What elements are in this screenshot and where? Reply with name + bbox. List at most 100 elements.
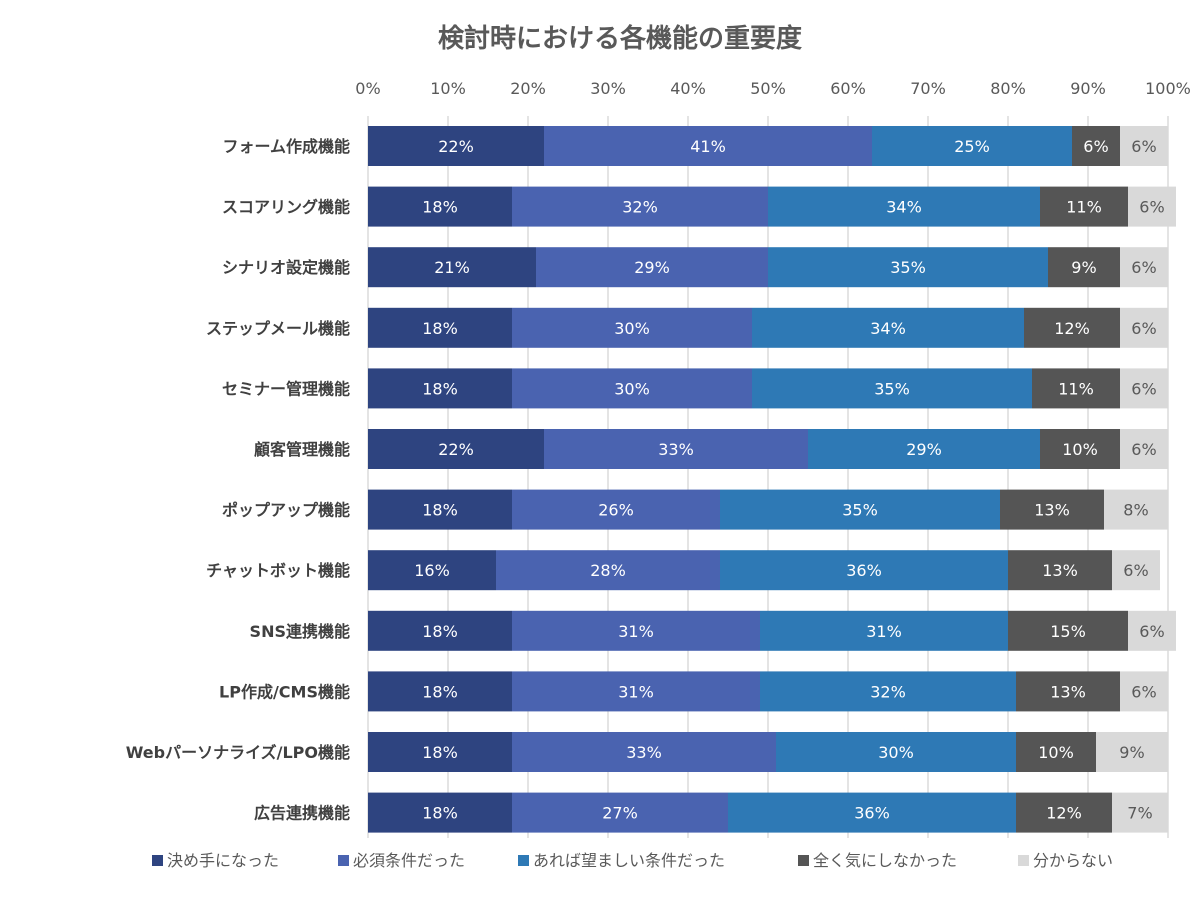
bar-segment (368, 186, 512, 227)
bar-segment (1120, 368, 1168, 409)
data-label: 35% (842, 501, 878, 520)
x-tick-label: 20% (510, 79, 546, 98)
legend: 決め手になった 必須条件だった あれば望ましい条件だった 全く気にしなかった 分からない (152, 851, 1113, 870)
data-label: 6% (1139, 622, 1164, 641)
data-label: 7% (1127, 804, 1152, 823)
bar-segment (752, 307, 1024, 348)
data-label: 32% (622, 198, 658, 217)
bar-segment (512, 186, 768, 227)
chart-title: 検討時における各機能の重要度 (438, 23, 802, 54)
bar-segment (1024, 307, 1120, 348)
legend-swatch (152, 855, 163, 866)
legend-swatch (798, 855, 809, 866)
bar-segment (1048, 247, 1120, 288)
legend-label: 必須条件だった (353, 851, 465, 870)
x-tick-label: 30% (590, 79, 626, 98)
bar-segment (1008, 550, 1112, 591)
bar-segment (368, 489, 512, 530)
data-label: 18% (422, 379, 458, 398)
bar-segment (1120, 671, 1168, 712)
category-label: チャットボット機能 (206, 561, 350, 580)
data-label: 16% (414, 561, 450, 580)
legend-swatch (338, 855, 349, 866)
data-label: 41% (690, 137, 726, 156)
category-label: シナリオ設定機能 (222, 258, 350, 277)
bar-segment (752, 368, 1032, 409)
data-label: 36% (854, 804, 890, 823)
bar-segment (1040, 429, 1120, 469)
data-label: 30% (614, 319, 650, 338)
data-label: 27% (602, 804, 638, 823)
bar-segment (544, 126, 872, 166)
bars: 22% 41% 25% 6% 6% 18% 32% 34% 11% 6% 21% 29% 35% 9% 6%… (368, 126, 1176, 833)
bar-segment (368, 550, 496, 591)
legend-swatch (518, 855, 529, 866)
x-tick-label: 100% (1145, 79, 1191, 98)
data-label: 8% (1123, 501, 1148, 520)
data-label: 12% (1046, 804, 1082, 823)
bar-segment (1016, 732, 1096, 772)
data-label: 31% (618, 622, 654, 641)
category-label: 広告連携機能 (254, 804, 350, 823)
data-label: 10% (1062, 440, 1098, 459)
category-label: 顧客管理機能 (254, 440, 350, 459)
category-label: SNS連携機能 (250, 622, 350, 641)
bar-segment (760, 671, 1016, 712)
bar-segment (1120, 429, 1168, 469)
data-label: 6% (1131, 682, 1156, 701)
bar-segment (512, 489, 720, 530)
bar-segment (1072, 126, 1120, 166)
data-label: 6% (1123, 561, 1148, 580)
category-labels: フォーム作成機能スコアリング機能シナリオ設定機能ステップメール機能セミナー管理機… (126, 137, 350, 823)
data-label: 34% (886, 198, 922, 217)
bar-segment (368, 732, 512, 772)
bar-segment (1016, 792, 1112, 833)
legend-swatch (1018, 855, 1029, 866)
data-label: 18% (422, 743, 458, 762)
data-label: 18% (422, 198, 458, 217)
x-axis-ticks: 0% 10% 20% 30% 40% 50% 60% 70% 80% 90% 100% (355, 79, 1191, 98)
bar-segment (808, 429, 1040, 469)
data-label: 15% (1050, 622, 1086, 641)
data-label: 22% (438, 440, 474, 459)
data-label: 9% (1119, 743, 1144, 762)
data-label: 33% (626, 743, 662, 762)
bar-segment (728, 792, 1016, 833)
bar-segment (720, 489, 1000, 530)
bar-segment (496, 550, 720, 591)
data-label: 6% (1139, 198, 1164, 217)
x-tick-label: 0% (355, 79, 380, 98)
bar-segment (1000, 489, 1104, 530)
bar-segment (368, 792, 512, 833)
data-label: 29% (906, 440, 942, 459)
category-label: セミナー管理機能 (222, 379, 350, 398)
x-tick-label: 50% (750, 79, 786, 98)
bar-segment (512, 368, 752, 409)
data-label: 6% (1131, 137, 1156, 156)
data-label: 21% (434, 258, 470, 277)
data-label: 6% (1083, 137, 1108, 156)
bar-segment (1016, 671, 1120, 712)
bar-segment (776, 732, 1016, 772)
legend-label: あれば望ましい条件だった (533, 851, 725, 870)
data-label: 12% (1054, 319, 1090, 338)
x-tick-label: 60% (830, 79, 866, 98)
bar-segment (1128, 610, 1176, 651)
bar-segment (1112, 792, 1168, 833)
x-tick-label: 70% (910, 79, 946, 98)
data-label: 35% (890, 258, 926, 277)
bar-segment (1128, 186, 1176, 227)
bar-segment (368, 307, 512, 348)
bar-segment (768, 186, 1040, 227)
x-tick-label: 10% (430, 79, 466, 98)
bar-segment (368, 671, 512, 712)
bar-segment (1040, 186, 1128, 227)
category-label: スコアリング機能 (222, 198, 350, 217)
data-label: 36% (846, 561, 882, 580)
bar-segment (1120, 307, 1168, 348)
data-label: 18% (422, 319, 458, 338)
data-label: 13% (1034, 501, 1070, 520)
bar-segment (368, 610, 512, 651)
data-label: 10% (1038, 743, 1074, 762)
data-label: 9% (1071, 258, 1096, 277)
